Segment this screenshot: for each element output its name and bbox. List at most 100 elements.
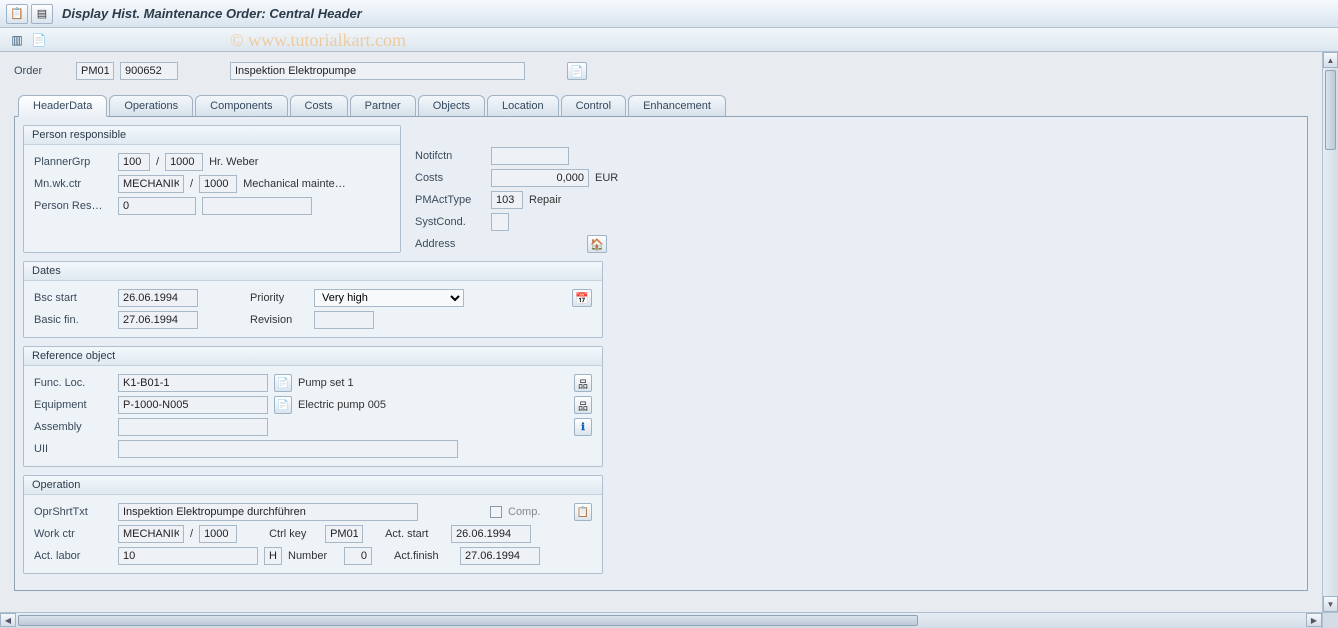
uii-input[interactable] — [118, 440, 458, 458]
tabstrip: HeaderData Operations Components Costs P… — [14, 94, 1308, 117]
tab-headerdata[interactable]: HeaderData — [18, 95, 107, 117]
info-icon: ℹ — [581, 422, 585, 433]
assembly-label: Assembly — [34, 421, 112, 433]
comp-label: Comp. — [508, 506, 540, 518]
slash3: / — [190, 528, 193, 540]
personres-input[interactable] — [118, 197, 196, 215]
tab-enhancement[interactable]: Enhancement — [628, 95, 726, 116]
group-dates: Dates Bsc start Priority Very high 📅 Bas… — [23, 261, 603, 338]
order-doc-button[interactable]: 📄 — [567, 62, 587, 80]
personres-name-input[interactable] — [202, 197, 312, 215]
group-title-person: Person responsible — [24, 126, 400, 145]
tab-operations[interactable]: Operations — [109, 95, 193, 116]
tab-components[interactable]: Components — [195, 95, 287, 116]
bscstart-label: Bsc start — [34, 292, 112, 304]
systcond-label: SystCond. — [415, 216, 485, 228]
funcloc-input[interactable] — [118, 374, 268, 392]
ctrlkey-input[interactable] — [325, 525, 363, 543]
toolbar-icon-1[interactable]: ▥ — [8, 31, 26, 49]
systcond-input[interactable] — [491, 213, 509, 231]
order-row: Order 📄 — [14, 62, 1308, 80]
toolbar-icon-2[interactable]: 📄 — [30, 31, 48, 49]
funcloc-desc: Pump set 1 — [298, 377, 354, 389]
workctr-label: Work ctr — [34, 528, 112, 540]
group-person-responsible: Person responsible PlannerGrp / Hr. Webe… — [23, 125, 401, 253]
slash2: / — [190, 178, 193, 190]
scroll-right-arrow[interactable]: ▶ — [1306, 613, 1322, 627]
title-icon-2[interactable]: ▤ — [31, 4, 53, 24]
basicfin-input[interactable] — [118, 311, 198, 329]
scroll-down-arrow[interactable]: ▼ — [1323, 596, 1338, 612]
revision-input[interactable] — [314, 311, 374, 329]
priority-select[interactable]: Very high — [314, 289, 464, 307]
calendar-icon: 📅 — [575, 292, 589, 305]
pmact-input[interactable] — [491, 191, 523, 209]
dates-button[interactable]: 📅 — [572, 289, 592, 307]
order-number-input[interactable] — [120, 62, 178, 80]
actstart-input[interactable] — [451, 525, 531, 543]
bscstart-input[interactable] — [118, 289, 198, 307]
notif-input[interactable] — [491, 147, 569, 165]
ctrlkey-label: Ctrl key — [269, 528, 319, 540]
group-title-refobj: Reference object — [24, 347, 602, 366]
mnwkctr-input1[interactable] — [118, 175, 184, 193]
group-title-dates: Dates — [24, 262, 602, 281]
vertical-scrollbar[interactable]: ▲ ▼ — [1322, 52, 1338, 612]
mnwkctr-input2[interactable] — [199, 175, 237, 193]
comp-checkbox[interactable] — [490, 506, 502, 518]
hscroll-thumb[interactable] — [18, 615, 918, 626]
tab-objects[interactable]: Objects — [418, 95, 485, 116]
actstart-label: Act. start — [385, 528, 445, 540]
order-desc-input[interactable] — [230, 62, 525, 80]
address-label: Address — [415, 238, 485, 250]
operation-button[interactable]: 📋 — [574, 503, 592, 521]
number-input[interactable] — [344, 547, 372, 565]
equip-doc-button[interactable]: 📄 — [274, 396, 292, 414]
funcloc-label: Func. Loc. — [34, 377, 112, 389]
tab-costs[interactable]: Costs — [290, 95, 348, 116]
group-title-operation: Operation — [24, 476, 602, 495]
oprshrt-label: OprShrtTxt — [34, 506, 112, 518]
equip-label: Equipment — [34, 399, 112, 411]
plannergrp-input1[interactable] — [118, 153, 150, 171]
address-icon: 🏠 — [590, 238, 604, 251]
order-type-input[interactable] — [76, 62, 114, 80]
vscroll-thumb[interactable] — [1325, 70, 1336, 150]
tab-control[interactable]: Control — [561, 95, 626, 116]
oprshrt-input[interactable] — [118, 503, 418, 521]
doc-icon: ▤ — [37, 7, 47, 20]
equip-input[interactable] — [118, 396, 268, 414]
address-button[interactable]: 🏠 — [587, 235, 607, 253]
equip-desc: Electric pump 005 — [298, 399, 386, 411]
scroll-corner — [1322, 612, 1338, 628]
workctr-input1[interactable] — [118, 525, 184, 543]
slash: / — [156, 156, 159, 168]
tab-partner[interactable]: Partner — [350, 95, 416, 116]
funcloc-doc-button[interactable]: 📄 — [274, 374, 292, 392]
actfinish-input[interactable] — [460, 547, 540, 565]
tab-location[interactable]: Location — [487, 95, 559, 116]
flag-icon: 📋 — [10, 7, 24, 20]
uii-label: UII — [34, 443, 112, 455]
assembly-input[interactable] — [118, 418, 268, 436]
costs-input[interactable] — [491, 169, 589, 187]
tree-icon2: 品 — [578, 398, 588, 413]
list-icon: 📋 — [577, 507, 589, 518]
order-label: Order — [14, 65, 70, 77]
title-icon-1[interactable]: 📋 — [6, 4, 28, 24]
refobj-info-button[interactable]: ℹ — [574, 418, 592, 436]
costs-label: Costs — [415, 172, 485, 184]
scroll-up-arrow[interactable]: ▲ — [1323, 52, 1338, 68]
actlabor-input[interactable] — [118, 547, 258, 565]
actlabor-unit-input[interactable] — [264, 547, 282, 565]
horizontal-scrollbar[interactable]: ◀ ▶ — [0, 612, 1322, 628]
plannergrp-input2[interactable] — [165, 153, 203, 171]
toolbar: ▥ 📄 — [0, 28, 1338, 52]
refobj-tree-button[interactable]: 品 — [574, 374, 592, 392]
scroll-left-arrow[interactable]: ◀ — [0, 613, 16, 627]
workctr-input2[interactable] — [199, 525, 237, 543]
refobj-tree2-button[interactable]: 品 — [574, 396, 592, 414]
notif-label: Notifctn — [415, 150, 485, 162]
doc-icon3: 📄 — [277, 400, 289, 411]
doc-icon2: 📄 — [277, 378, 289, 389]
